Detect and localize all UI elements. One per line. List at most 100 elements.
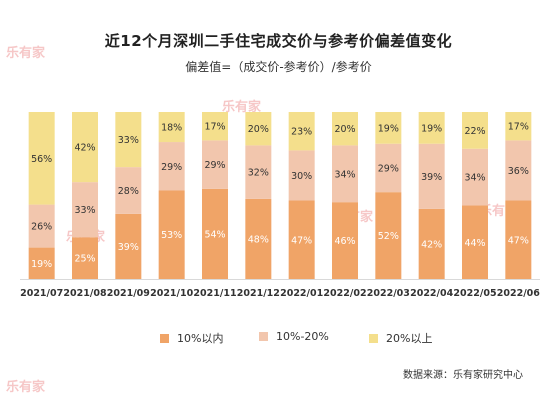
bar-segment bbox=[332, 202, 358, 279]
data-label: 29% bbox=[204, 160, 225, 171]
bar-segment bbox=[505, 200, 532, 279]
bar-segment bbox=[418, 112, 445, 144]
bar-segment bbox=[332, 112, 358, 146]
data-label: 19% bbox=[378, 123, 399, 134]
legend-swatch-high bbox=[369, 333, 378, 343]
bar-segment bbox=[375, 192, 402, 279]
data-label: 46% bbox=[334, 236, 355, 247]
legend-item-mid: 10%-20% bbox=[259, 330, 329, 343]
data-label: 26% bbox=[31, 222, 52, 233]
data-label: 18% bbox=[161, 123, 182, 134]
bar-segment bbox=[245, 198, 272, 279]
data-label: 29% bbox=[161, 162, 182, 173]
data-label: 39% bbox=[118, 242, 139, 253]
data-label: 42% bbox=[74, 143, 95, 154]
x-tick-label: 2022/02 bbox=[323, 288, 366, 299]
bar-segment bbox=[115, 112, 142, 168]
data-label: 34% bbox=[334, 169, 355, 180]
bar-segment bbox=[72, 182, 98, 238]
data-label: 52% bbox=[378, 231, 399, 242]
data-label: 33% bbox=[74, 205, 95, 216]
bar-segment bbox=[245, 145, 272, 199]
bar-segment bbox=[375, 143, 402, 193]
bar-segment bbox=[288, 200, 315, 279]
data-label: 19% bbox=[421, 123, 442, 134]
bar-segment bbox=[115, 213, 142, 279]
data-label: 47% bbox=[291, 235, 312, 246]
watermark-logo: 乐有家 bbox=[6, 380, 46, 395]
bar-segment bbox=[505, 112, 532, 141]
chart-title: 近12个月深圳二手住宅成交价与参考价偏差值变化 bbox=[104, 32, 453, 50]
x-tick-label: 2022/05 bbox=[453, 288, 496, 299]
data-label: 20% bbox=[248, 124, 269, 135]
watermark-logo: 乐有家 bbox=[6, 46, 46, 61]
bar-segment bbox=[72, 112, 98, 183]
chart-subtitle: 偏差值=（成交价-参考价）/参考价 bbox=[185, 60, 372, 74]
x-tick-label: 2021/10 bbox=[150, 288, 194, 299]
legend-item-high: 20%以上 bbox=[369, 330, 432, 346]
data-label: 28% bbox=[118, 186, 139, 197]
bar-segment bbox=[375, 112, 402, 144]
bar-segment bbox=[505, 140, 532, 201]
data-label: 30% bbox=[291, 171, 312, 182]
bar-segment bbox=[28, 112, 55, 205]
bar-segment bbox=[158, 190, 185, 279]
data-label: 44% bbox=[464, 238, 485, 249]
bar-segment bbox=[332, 145, 358, 203]
chart-legend: 10%以内 10%-20% 20%以上 bbox=[0, 330, 557, 346]
bar-segment bbox=[72, 237, 98, 279]
data-source: 数据来源：乐有家研究中心 bbox=[403, 370, 523, 381]
bar-segment bbox=[418, 208, 445, 279]
data-label: 23% bbox=[291, 127, 312, 138]
data-label: 17% bbox=[508, 122, 529, 133]
bar-segment bbox=[28, 204, 55, 248]
data-label: 29% bbox=[378, 163, 399, 174]
data-label: 32% bbox=[248, 168, 269, 179]
data-label: 47% bbox=[508, 235, 529, 246]
data-label: 36% bbox=[508, 166, 529, 177]
bar-segment bbox=[462, 205, 488, 279]
data-label: 33% bbox=[118, 135, 139, 146]
legend-swatch-low bbox=[160, 333, 169, 343]
data-label: 48% bbox=[248, 234, 269, 245]
bar-segment bbox=[202, 112, 228, 141]
x-tick-label: 2021/11 bbox=[193, 288, 236, 299]
data-label: 56% bbox=[31, 154, 52, 165]
bar-segment bbox=[245, 112, 272, 146]
x-tick-label: 2021/09 bbox=[107, 288, 150, 299]
x-tick-label: 2022/01 bbox=[280, 288, 323, 299]
x-tick-label: 2022/03 bbox=[367, 288, 410, 299]
bar-segment bbox=[288, 112, 315, 151]
data-label: 17% bbox=[204, 122, 225, 133]
bar-segment bbox=[158, 142, 185, 191]
legend-label-mid: 10%-20% bbox=[276, 330, 329, 343]
x-tick-label: 2021/07 bbox=[20, 288, 63, 299]
data-label: 53% bbox=[161, 230, 182, 241]
bar-segment bbox=[202, 140, 228, 189]
bar-segment bbox=[202, 188, 228, 279]
legend-item-low: 10%以内 bbox=[160, 330, 223, 346]
data-label: 42% bbox=[421, 239, 442, 250]
data-label: 54% bbox=[204, 229, 225, 240]
watermark-logo: 乐有家 bbox=[222, 100, 262, 115]
data-label: 34% bbox=[464, 173, 485, 184]
bar-segment bbox=[462, 148, 488, 206]
legend-label-high: 20%以上 bbox=[386, 332, 433, 345]
x-tick-label: 2022/04 bbox=[410, 288, 454, 299]
bar-segment bbox=[418, 143, 445, 209]
bar-segment bbox=[28, 247, 55, 279]
legend-swatch-mid bbox=[259, 332, 268, 341]
data-label: 39% bbox=[421, 172, 442, 183]
bar-segment bbox=[158, 112, 185, 143]
data-label: 19% bbox=[31, 259, 52, 270]
bar-segment bbox=[115, 167, 142, 214]
legend-label-low: 10%以内 bbox=[177, 332, 224, 345]
data-label: 22% bbox=[464, 126, 485, 137]
data-label: 25% bbox=[74, 254, 95, 265]
x-tick-label: 2021/08 bbox=[63, 288, 107, 299]
x-tick-label: 2022/06 bbox=[497, 288, 541, 299]
bar-segment bbox=[462, 112, 488, 149]
data-label: 20% bbox=[334, 124, 355, 135]
x-tick-label: 2021/12 bbox=[237, 288, 280, 299]
